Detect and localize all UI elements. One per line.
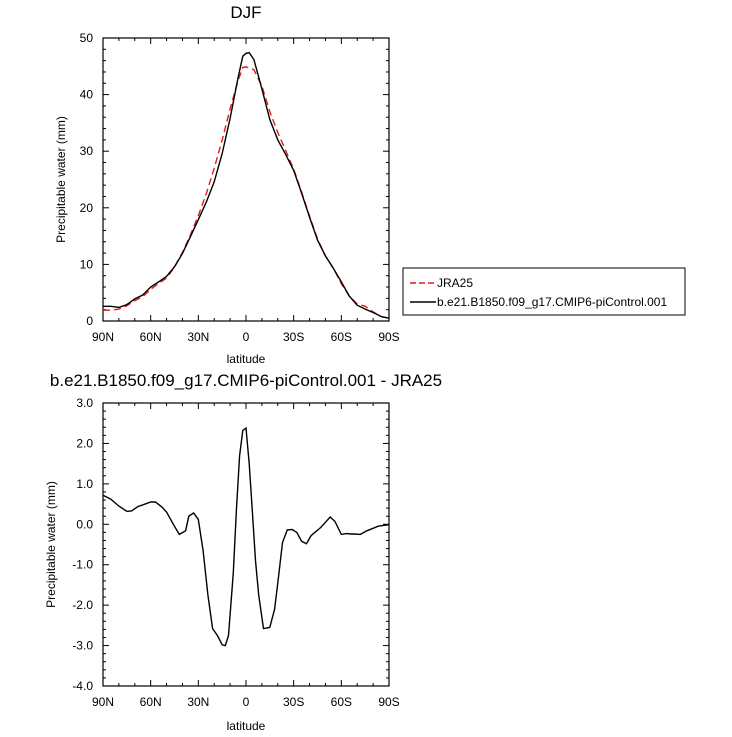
x-tick-label: 30N	[187, 695, 209, 709]
difference-y-axis-label: Precipitable water (mm)	[44, 481, 58, 608]
djf-y-axis-label: Precipitable water (mm)	[54, 116, 68, 243]
y-tick-label: 3.0	[76, 396, 93, 410]
x-tick-label: 60S	[331, 330, 352, 344]
legend-label-jra25: JRA25	[437, 276, 473, 290]
y-tick-label: -1.0	[72, 558, 93, 572]
y-tick-label: 0.0	[76, 517, 93, 531]
difference-x-axis-label: latitude	[227, 719, 266, 733]
x-tick-label: 90S	[378, 330, 399, 344]
djf-x-tick-labels: 90N 60N 30N 0 30S 60S 90S	[92, 330, 400, 344]
y-tick-label: 1.0	[76, 477, 93, 491]
difference-series-line	[102, 426, 390, 647]
x-tick-label: 90N	[92, 695, 114, 709]
x-tick-label: 90N	[92, 330, 114, 344]
y-tick-label: -3.0	[72, 639, 93, 653]
difference-ticks	[102, 402, 390, 687]
x-tick-label: 30S	[283, 330, 304, 344]
x-tick-label: 0	[243, 695, 250, 709]
y-tick-label: 0	[86, 314, 93, 328]
difference-plot-frame	[102, 402, 390, 687]
djf-ticks	[102, 37, 390, 322]
x-tick-label: 0	[243, 330, 250, 344]
y-tick-label: -2.0	[72, 598, 93, 612]
x-tick-label: 30N	[187, 330, 209, 344]
difference-y-tick-labels: -4.0 -3.0 -2.0 -1.0 0.0 1.0 2.0 3.0	[72, 396, 93, 693]
series-line-model	[103, 51, 390, 319]
djf-panel: DJF 90N 60N 30N 0 30S 60S 90S 0 10 20 30 40 50 lati…	[54, 3, 400, 366]
legend-box	[402, 267, 686, 316]
y-tick-label: -4.0	[72, 679, 93, 693]
djf-plot-frame	[102, 37, 390, 322]
difference-panel: b.e21.B1850.f09_g17.CMIP6-piControl.001 …	[44, 371, 442, 733]
y-tick-label: 30	[80, 144, 94, 158]
legend-label-model: b.e21.B1850.f09_g17.CMIP6-piControl.001	[437, 295, 667, 309]
x-tick-label: 60S	[331, 695, 352, 709]
y-tick-label: 40	[80, 88, 94, 102]
series-line-jra25	[103, 66, 390, 319]
x-tick-label: 60N	[140, 695, 162, 709]
y-tick-label: 50	[80, 31, 94, 45]
legend: JRA25 b.e21.B1850.f09_g17.CMIP6-piContro…	[402, 267, 686, 316]
y-tick-label: 20	[80, 201, 94, 215]
djf-x-axis-label: latitude	[227, 352, 266, 366]
y-tick-label: 10	[80, 257, 94, 271]
x-tick-label: 60N	[140, 330, 162, 344]
djf-y-tick-labels: 0 10 20 30 40 50	[80, 31, 94, 328]
y-tick-label: 2.0	[76, 436, 93, 450]
x-tick-label: 30S	[283, 695, 304, 709]
djf-title: DJF	[230, 3, 261, 22]
difference-title: b.e21.B1850.f09_g17.CMIP6-piControl.001 …	[50, 371, 442, 390]
difference-x-tick-labels: 90N 60N 30N 0 30S 60S 90S	[92, 695, 400, 709]
x-tick-label: 90S	[378, 695, 399, 709]
